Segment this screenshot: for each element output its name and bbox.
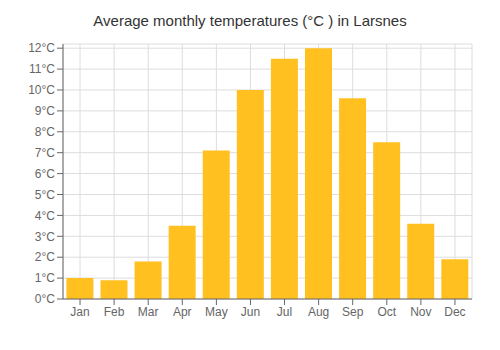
svg-text:3°C: 3°C — [35, 230, 55, 244]
svg-text:Feb: Feb — [104, 305, 125, 319]
svg-text:Dec: Dec — [444, 305, 465, 319]
svg-text:7°C: 7°C — [35, 146, 55, 160]
svg-text:Aug: Aug — [308, 305, 329, 319]
svg-text:Mar: Mar — [138, 305, 159, 319]
svg-text:12°C: 12°C — [28, 41, 55, 55]
svg-text:Apr: Apr — [173, 305, 192, 319]
html-text:Average monthly temperatures (: Average monthly temperatures (°C ) in La… — [93, 12, 407, 29]
svg-text:1°C: 1°C — [35, 271, 55, 285]
svg-text:Jan: Jan — [70, 305, 89, 319]
svg-text:6°C: 6°C — [35, 167, 55, 181]
svg-text:4°C: 4°C — [35, 209, 55, 223]
svg-text:May: May — [205, 305, 228, 319]
svg-text:8°C: 8°C — [35, 125, 55, 139]
svg-text:Jun: Jun — [241, 305, 260, 319]
svg-text:Nov: Nov — [410, 305, 431, 319]
svg-text:Oct: Oct — [377, 305, 396, 319]
svg-text:9°C: 9°C — [35, 104, 55, 118]
svg-text:11°C: 11°C — [29, 62, 55, 76]
svg-text:Sep: Sep — [342, 305, 364, 319]
svg-text:5°C: 5°C — [35, 188, 55, 202]
svg-text:0°C: 0°C — [35, 292, 55, 306]
svg-text:2°C: 2°C — [35, 250, 55, 264]
svg-text:10°C: 10°C — [28, 83, 55, 97]
svg-text:Jul: Jul — [277, 305, 292, 319]
